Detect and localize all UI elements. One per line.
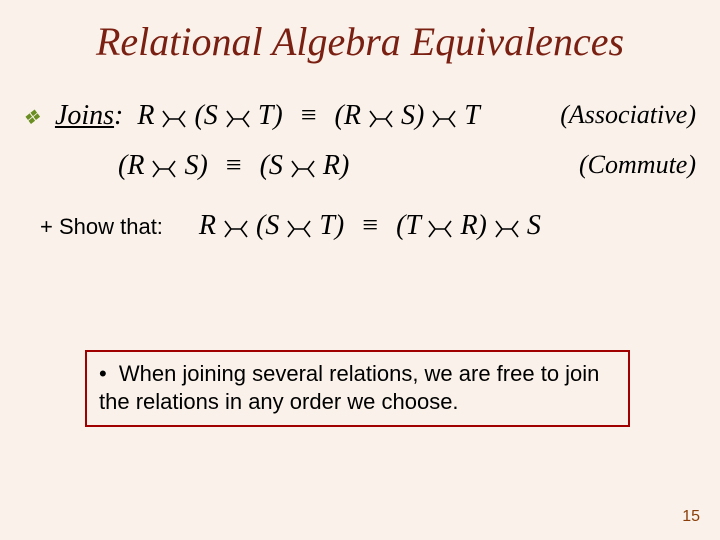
equation-commute: (R S) ≡ (S R)	[118, 150, 349, 182]
eq2-lb: S)	[184, 150, 207, 181]
join-icon	[431, 102, 457, 134]
join-icon	[290, 152, 316, 184]
show-that-row: + Show that: R (S T) ≡ (T R) S	[40, 210, 541, 242]
join-icon	[286, 212, 312, 244]
eq1-rs: S)	[401, 100, 424, 131]
diamond-bullet-icon: ❖	[22, 107, 40, 129]
eq3-rc: S	[527, 210, 541, 241]
note-box: • When joining several relations, we are…	[85, 350, 630, 427]
commute-label: (Commute)	[579, 150, 696, 180]
slide-title: Relational Algebra Equivalences	[0, 18, 720, 65]
page-number: 15	[682, 508, 700, 526]
eq3-la: R	[199, 210, 216, 241]
equation-associative: ❖ Joins: R (S T) ≡ (R S) T	[22, 100, 480, 132]
join-icon	[225, 102, 251, 134]
eq3-rb: R)	[460, 210, 486, 241]
joins-label: Joins	[55, 100, 114, 131]
eq1-rr: (R	[335, 100, 361, 131]
join-icon	[151, 152, 177, 184]
equiv-symbol: ≡	[222, 150, 246, 181]
equation-show: R (S T) ≡ (T R) S	[199, 210, 541, 241]
join-icon	[427, 212, 453, 244]
equiv-symbol: ≡	[358, 210, 382, 241]
join-icon	[161, 102, 187, 134]
equiv-symbol: ≡	[297, 100, 321, 131]
show-that-label: + Show that:	[40, 214, 163, 239]
join-icon	[494, 212, 520, 244]
eq3-ra: (T	[396, 210, 420, 241]
colon: :	[114, 100, 123, 131]
associative-label: (Associative)	[560, 100, 696, 130]
eq2-la: (R	[118, 150, 144, 181]
eq2-ra: (S	[260, 150, 283, 181]
slide: Relational Algebra Equivalences ❖ Joins:…	[0, 0, 720, 540]
note-text: When joining several relations, we are f…	[99, 361, 599, 414]
eq2-rb: R)	[323, 150, 349, 181]
join-icon	[223, 212, 249, 244]
eq1-r: R	[137, 100, 154, 131]
eq1-rt: T	[464, 100, 480, 131]
bullet-dot-icon: •	[99, 361, 107, 386]
eq3-lc: T)	[319, 210, 344, 241]
eq1-s: (S	[194, 100, 217, 131]
joins-label-text: Joins	[55, 100, 114, 131]
eq1-t: T)	[258, 100, 283, 131]
eq3-lb: (S	[256, 210, 279, 241]
join-icon	[368, 102, 394, 134]
